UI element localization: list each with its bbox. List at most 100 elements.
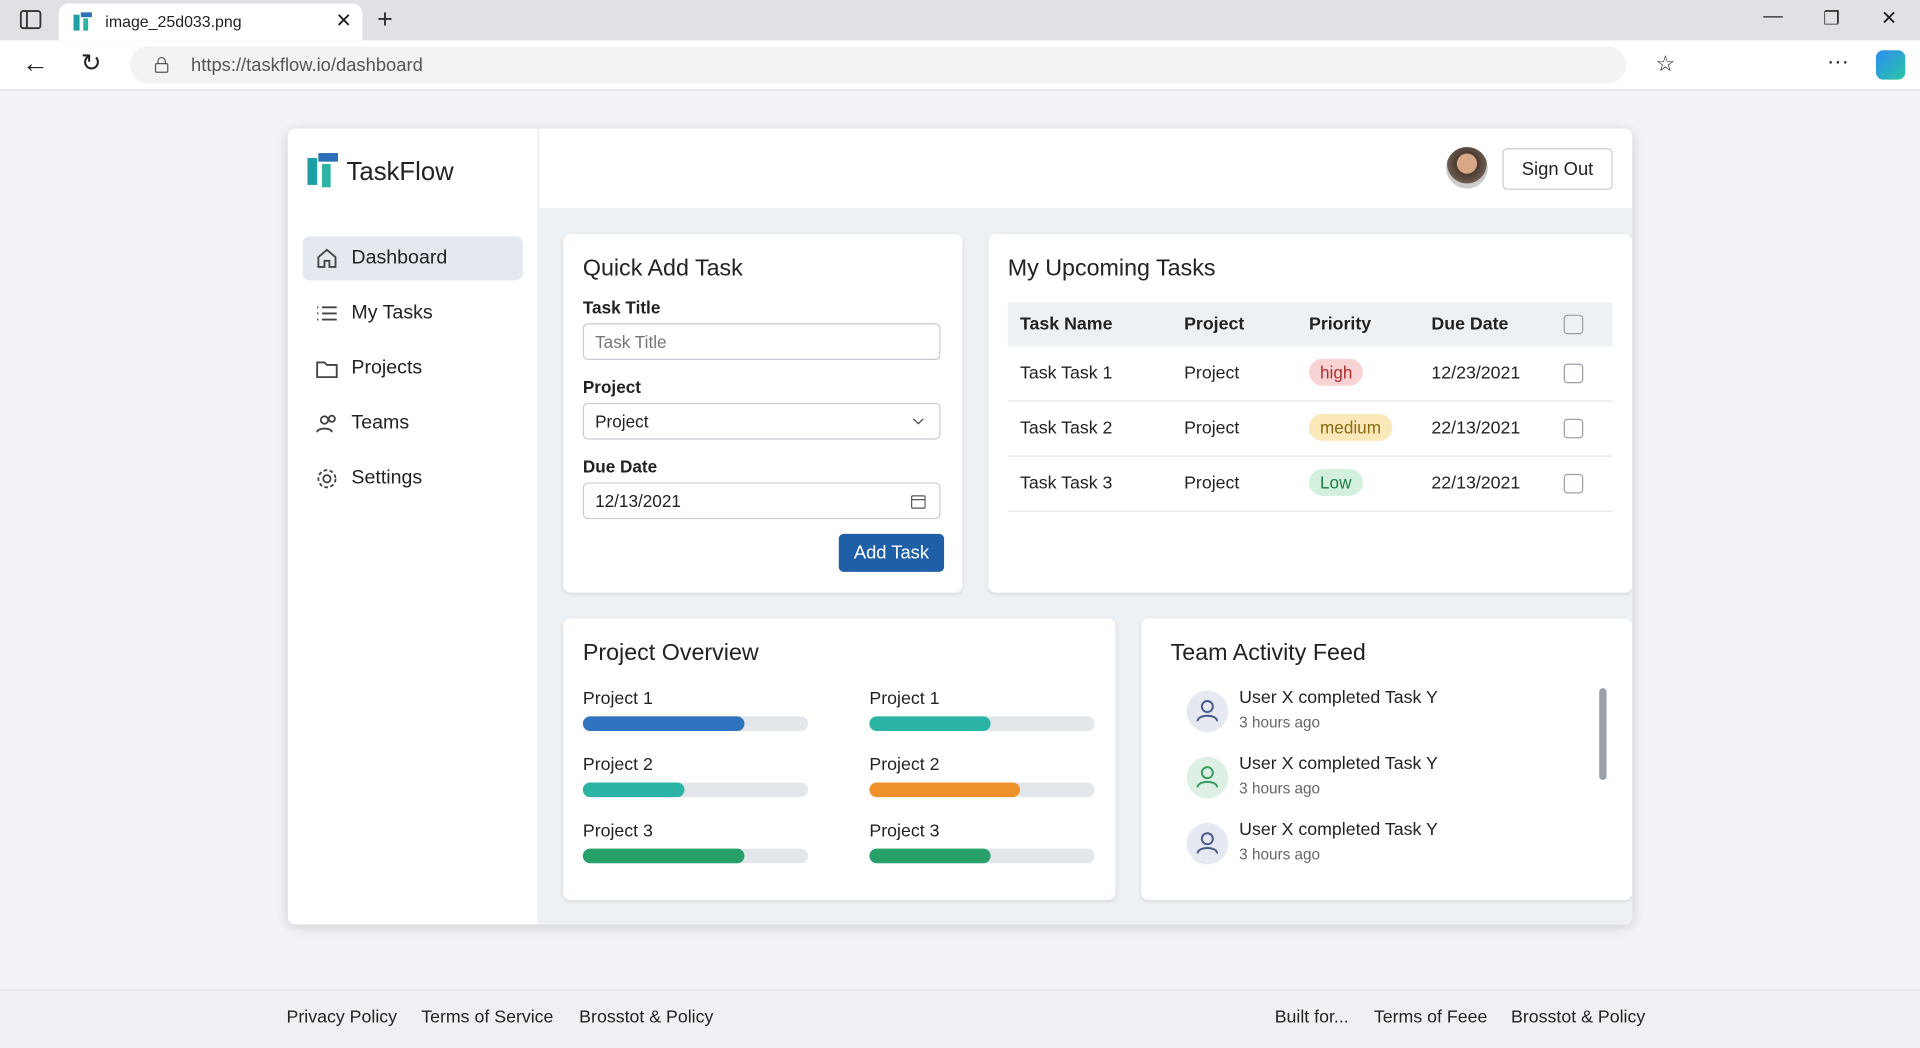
activity-avatar bbox=[1186, 756, 1229, 799]
nav-item[interactable]: Projects bbox=[302, 347, 522, 391]
menu[interactable]: ··· bbox=[1826, 48, 1849, 74]
brand-logo bbox=[307, 153, 338, 188]
activity-avatar bbox=[1186, 690, 1229, 733]
tab-bar: image_25d033.png ✕ + — ❐ ✕ bbox=[0, 0, 1920, 41]
user-icon bbox=[1196, 832, 1219, 854]
nav-icon bbox=[317, 306, 337, 321]
table-row bbox=[1007, 457, 1613, 512]
footer-link[interactable]: Brosstot & Policy bbox=[579, 1007, 714, 1028]
progress-fill bbox=[869, 716, 992, 732]
favorites[interactable]: ☆ bbox=[1655, 51, 1676, 76]
progress-track bbox=[869, 716, 1095, 732]
address-bar[interactable]: https://taskflow.io/dashboard bbox=[129, 46, 1627, 84]
app-window: TaskFlow Dashboard My Tasks Projects Teams S… bbox=[287, 128, 1633, 925]
field-label: Due Date bbox=[582, 456, 658, 477]
project-overview-panel: Project Overview Project 1 Project 1 Proje… bbox=[563, 618, 1116, 901]
panel-title: Team Activity Feed bbox=[1170, 640, 1366, 667]
table-header bbox=[1007, 302, 1613, 347]
progress-fill bbox=[582, 848, 746, 864]
address-bar-row: ← ↻ https://taskflow.io/dashboard ☆ ··· bbox=[0, 40, 1920, 91]
progress-track bbox=[582, 782, 809, 798]
footer-link[interactable]: Brosstot & Policy bbox=[1511, 1007, 1646, 1028]
header: Sign Out bbox=[538, 129, 1633, 209]
activity-panel: Team Activity Feed User X completed Task… bbox=[1141, 618, 1633, 901]
project-name: Project 3 bbox=[869, 821, 940, 842]
progress-fill bbox=[869, 782, 1021, 798]
close-window[interactable]: ✕ bbox=[1880, 8, 1898, 30]
table-cell: 22/13/2021 bbox=[1431, 418, 1521, 439]
activity-avatar bbox=[1186, 822, 1229, 865]
checkbox[interactable] bbox=[1563, 473, 1584, 494]
progress-track bbox=[869, 848, 1095, 864]
task-title-input[interactable]: Task Title bbox=[582, 323, 941, 361]
favicon bbox=[73, 12, 92, 31]
project-name: Project 1 bbox=[582, 689, 653, 709]
nav-label: Teams bbox=[351, 412, 410, 434]
nav-icon bbox=[316, 361, 338, 379]
priority-badge: Low bbox=[1308, 468, 1363, 496]
sign-out-button[interactable]: Sign Out bbox=[1502, 148, 1613, 190]
quick-add-panel: Quick Add Task Task Title Task Title Pro… bbox=[563, 233, 963, 593]
scrollbar[interactable] bbox=[1599, 688, 1607, 781]
priority-badge: high bbox=[1308, 358, 1364, 386]
user-icon bbox=[1196, 700, 1219, 722]
column-header: Task Name bbox=[1020, 314, 1113, 335]
progress-track bbox=[582, 848, 809, 864]
table-cell: Project bbox=[1184, 418, 1240, 439]
calendar-icon bbox=[911, 495, 926, 509]
checkbox[interactable] bbox=[1563, 314, 1584, 335]
nav-item[interactable]: Settings bbox=[302, 457, 522, 501]
sidebar: TaskFlow Dashboard My Tasks Projects Teams S… bbox=[288, 128, 539, 925]
close-tab[interactable]: ✕ bbox=[335, 11, 352, 32]
table-cell: Task Task 2 bbox=[1020, 418, 1113, 439]
project-name: Project 1 bbox=[869, 689, 940, 709]
footer-link[interactable]: Terms of Service bbox=[421, 1007, 554, 1028]
back[interactable]: ← bbox=[22, 47, 49, 79]
minimize[interactable]: — bbox=[1763, 6, 1783, 27]
footer-link[interactable]: Terms of Feee bbox=[1373, 1007, 1488, 1028]
nav-label: My Tasks bbox=[351, 302, 433, 324]
url-text: https://taskflow.io/dashboard bbox=[191, 55, 423, 76]
progress-fill bbox=[869, 848, 992, 864]
tab-actions-icon[interactable] bbox=[19, 10, 42, 30]
user-avatar[interactable] bbox=[1446, 146, 1488, 189]
priority-badge: medium bbox=[1308, 413, 1392, 441]
nav-label: Settings bbox=[351, 467, 423, 489]
nav-icon bbox=[317, 469, 337, 489]
add-task-button[interactable]: Add Task bbox=[838, 533, 945, 572]
column-header: Project bbox=[1184, 314, 1245, 335]
nav-item[interactable]: My Tasks bbox=[302, 291, 522, 335]
copilot[interactable] bbox=[1875, 50, 1906, 80]
new-tab[interactable]: + bbox=[377, 3, 393, 35]
activity-text: User X completed Task Y bbox=[1239, 754, 1438, 774]
due-date-input[interactable]: 12/13/2021 bbox=[582, 482, 941, 520]
footer-link[interactable]: Privacy Policy bbox=[286, 1007, 398, 1028]
lock-icon bbox=[154, 56, 169, 73]
column-header: Due Date bbox=[1431, 314, 1509, 335]
nav-item[interactable]: Dashboard bbox=[302, 236, 523, 281]
restore[interactable]: ❐ bbox=[1823, 8, 1840, 30]
select-value: Project bbox=[595, 411, 649, 432]
project-name: Project 2 bbox=[582, 755, 653, 776]
progress-track bbox=[869, 782, 1095, 798]
checkbox[interactable] bbox=[1563, 363, 1584, 384]
checkbox[interactable] bbox=[1563, 418, 1584, 439]
tab-title: image_25d033.png bbox=[105, 12, 242, 31]
reload[interactable]: ↻ bbox=[80, 50, 102, 78]
nav-icon bbox=[317, 248, 337, 268]
column-header: Priority bbox=[1308, 314, 1372, 335]
user-icon bbox=[1196, 766, 1219, 788]
footer-link[interactable]: Built for... bbox=[1274, 1007, 1349, 1028]
table-cell: Task Task 1 bbox=[1020, 363, 1113, 384]
field-label: Project bbox=[582, 377, 641, 397]
table-row bbox=[1007, 347, 1613, 402]
nav-label: Dashboard bbox=[351, 247, 448, 269]
nav-item[interactable]: Teams bbox=[302, 402, 522, 446]
project-select[interactable]: Project bbox=[582, 402, 941, 440]
brand-name: TaskFlow bbox=[346, 157, 454, 187]
panel-title: My Upcoming Tasks bbox=[1007, 255, 1216, 282]
browser-tab[interactable]: image_25d033.png ✕ bbox=[58, 3, 363, 41]
footer: Privacy Policy Terms of Service Brosstot &… bbox=[0, 989, 1920, 1048]
